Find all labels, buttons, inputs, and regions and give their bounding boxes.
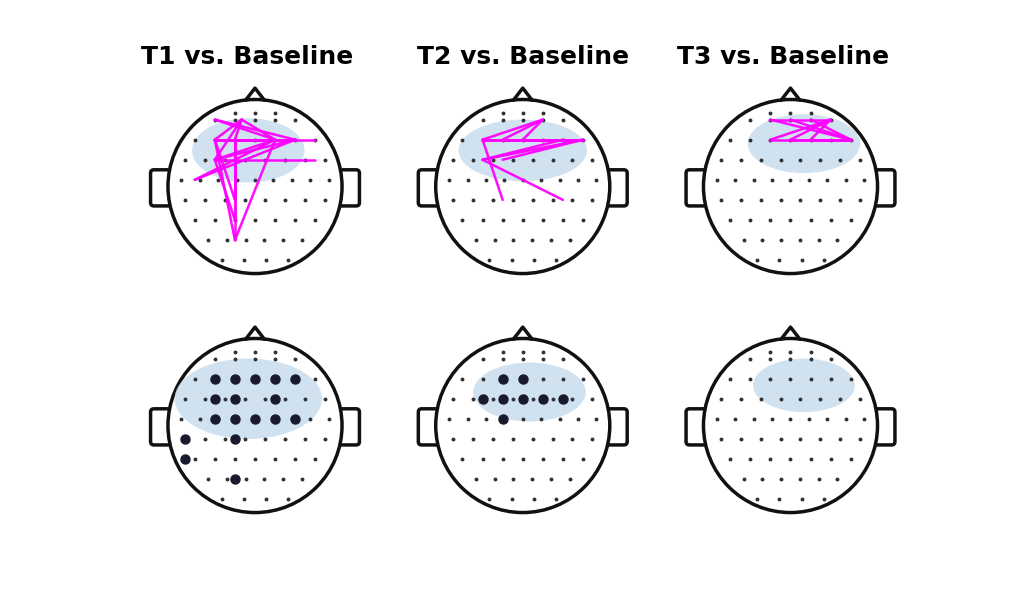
Circle shape [168, 339, 341, 513]
Circle shape [703, 339, 876, 513]
FancyBboxPatch shape [686, 170, 706, 206]
Ellipse shape [473, 362, 585, 422]
FancyBboxPatch shape [338, 409, 359, 445]
Text: T3 vs. Baseline: T3 vs. Baseline [676, 45, 888, 69]
Circle shape [435, 99, 609, 273]
FancyBboxPatch shape [338, 170, 359, 206]
Ellipse shape [747, 114, 859, 173]
Circle shape [703, 99, 876, 273]
FancyBboxPatch shape [686, 409, 706, 445]
FancyBboxPatch shape [418, 409, 438, 445]
Ellipse shape [192, 118, 305, 182]
FancyBboxPatch shape [873, 409, 894, 445]
Text: T1 vs. Baseline: T1 vs. Baseline [141, 45, 354, 69]
Ellipse shape [752, 359, 854, 412]
Circle shape [168, 99, 341, 273]
FancyBboxPatch shape [606, 409, 627, 445]
FancyBboxPatch shape [151, 170, 171, 206]
Circle shape [435, 339, 609, 513]
FancyBboxPatch shape [151, 409, 171, 445]
FancyBboxPatch shape [606, 170, 627, 206]
FancyBboxPatch shape [873, 170, 894, 206]
Title: T2 vs. Baseline: T2 vs. Baseline [417, 45, 628, 69]
FancyBboxPatch shape [418, 170, 438, 206]
Ellipse shape [458, 119, 587, 181]
Ellipse shape [174, 359, 322, 439]
